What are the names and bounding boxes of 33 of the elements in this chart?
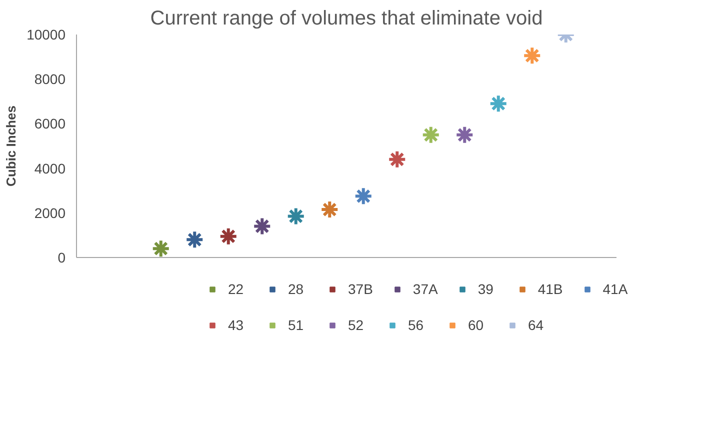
y-tick-label: 8000: [34, 71, 66, 88]
y-tick-label: 4000: [34, 160, 66, 176]
legend-label: 64: [528, 317, 545, 333]
point: [455, 125, 474, 144]
legend-label: 28: [288, 281, 305, 297]
point: [354, 186, 373, 206]
point: [320, 200, 340, 220]
legend-label: 39: [478, 281, 494, 297]
y-axis-title: Cubic Inches: [4, 106, 19, 186]
point: [151, 239, 170, 258]
point: [388, 150, 407, 169]
legend-label: 22: [228, 281, 245, 297]
legend-label: 43: [228, 317, 245, 333]
legend-label: 51: [288, 317, 305, 333]
legend-label: 41A: [602, 281, 628, 297]
y-tick-label: 2000: [34, 204, 66, 221]
legend-label: 52: [348, 317, 365, 333]
legend-label: 56: [408, 317, 425, 333]
point: [286, 206, 306, 226]
y-tick-label: 6000: [34, 116, 66, 132]
y-tick-label: 0: [58, 250, 66, 266]
legend-label: 37A: [412, 281, 438, 297]
legend-label: 41B: [538, 281, 563, 297]
point: [185, 230, 204, 250]
point: [252, 216, 272, 236]
legend-label: 37B: [348, 281, 373, 297]
point: [421, 125, 440, 144]
chart-title: Current range of volumes that eliminate void: [150, 8, 543, 30]
point: [218, 226, 238, 246]
legend-label: 60: [468, 317, 485, 333]
point: [522, 46, 542, 66]
point: [488, 94, 508, 114]
y-tick-label: 10000: [26, 26, 66, 42]
